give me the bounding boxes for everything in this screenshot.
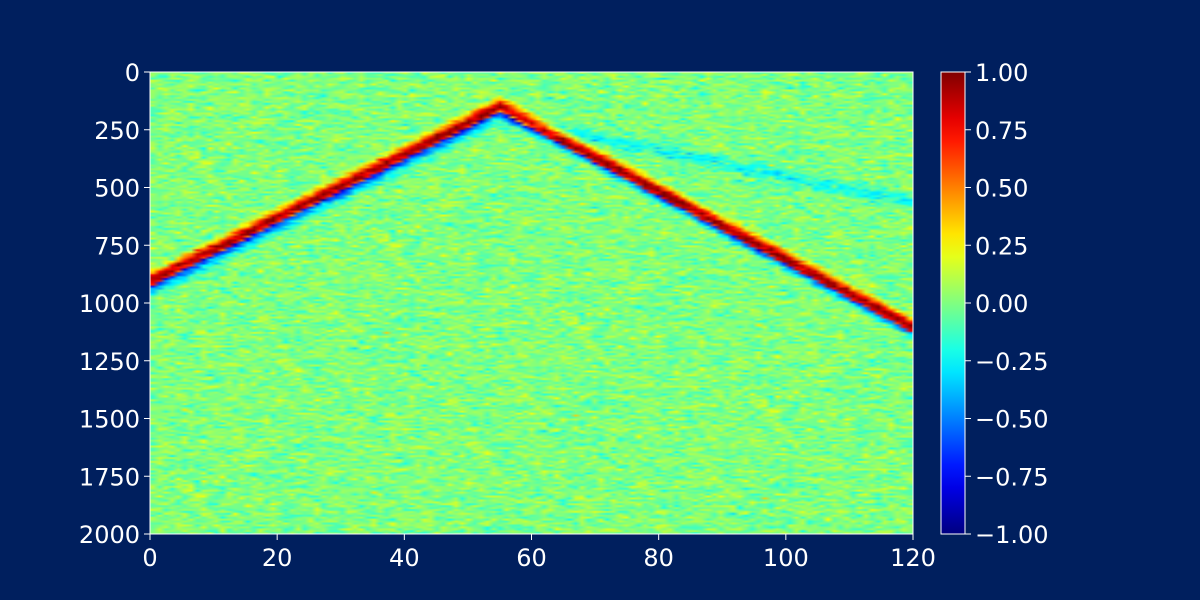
- colorbar-tick-label: 0.75: [975, 117, 1028, 145]
- colorbar: [940, 71, 966, 535]
- colorbar-tick-label: 1.00: [975, 59, 1028, 87]
- colorbar-tick-label: 0.50: [975, 175, 1028, 203]
- y-tick-label: 1000: [79, 290, 140, 318]
- colorbar-tick-label: −1.00: [975, 521, 1049, 549]
- x-tick-label: 100: [763, 544, 809, 572]
- y-tick-label: 2000: [79, 521, 140, 549]
- y-tick-label: 0: [125, 59, 140, 87]
- heatmap-image: [150, 72, 913, 534]
- x-tick-label: 0: [142, 544, 157, 572]
- colorbar-tick-label: 0.25: [975, 232, 1028, 260]
- colorbar-axis: 1.00 0.75 0.50 0.25 0.00 −0.25 −0.50 −0.75 −1.00: [965, 59, 1049, 549]
- y-tick-label: 1250: [79, 348, 140, 376]
- y-tick-label: 250: [94, 117, 140, 145]
- x-tick-label: 20: [262, 544, 293, 572]
- x-axis: 0 20 40 60 80 100 120: [142, 534, 936, 572]
- colorbar-tick-label: −0.25: [975, 348, 1049, 376]
- colorbar-gradient: [941, 72, 965, 534]
- colorbar-tick-label: −0.75: [975, 463, 1049, 491]
- y-axis: 0 250 500 750 1000 1250 1500 1750 2000: [79, 59, 150, 549]
- y-tick-label: 750: [94, 232, 140, 260]
- x-tick-label: 120: [890, 544, 936, 572]
- y-tick-label: 500: [94, 175, 140, 203]
- y-tick-label: 1500: [79, 406, 140, 434]
- heatmap-plot-area: [149, 71, 914, 535]
- y-tick-label: 1750: [79, 463, 140, 491]
- colorbar-tick-label: 0.00: [975, 290, 1028, 318]
- x-tick-label: 60: [516, 544, 547, 572]
- colorbar-tick-label: −0.50: [975, 406, 1049, 434]
- x-tick-label: 80: [643, 544, 674, 572]
- x-tick-label: 40: [389, 544, 420, 572]
